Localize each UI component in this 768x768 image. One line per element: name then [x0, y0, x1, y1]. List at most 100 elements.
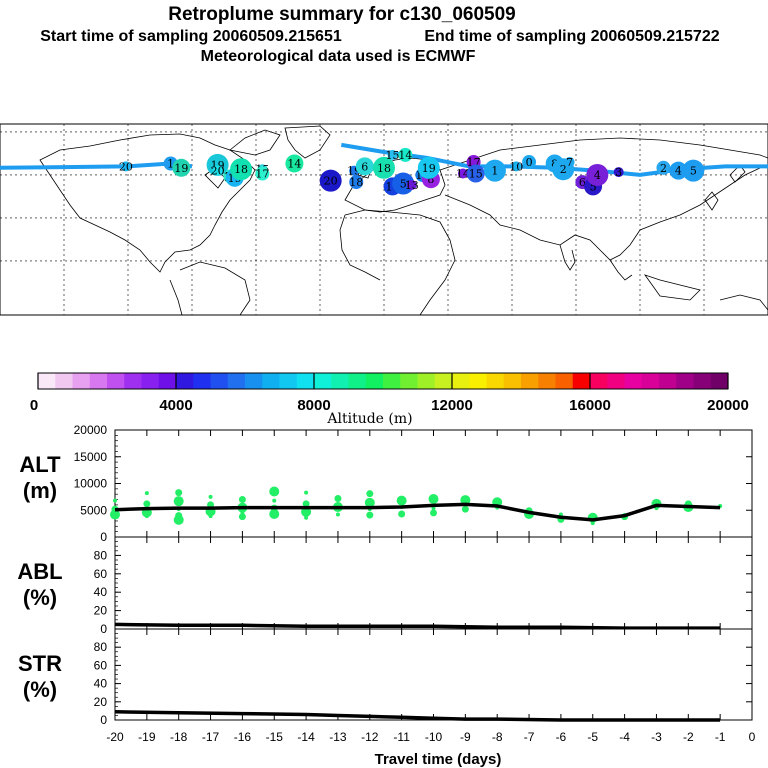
colorbar-swatch [434, 373, 453, 389]
panel-ylabel-unit: (%) [23, 585, 57, 610]
plume-point [387, 149, 398, 160]
plume-point [206, 153, 229, 176]
plume-point [511, 161, 522, 172]
x-tick-label: -19 [138, 730, 156, 744]
plume-point-label: 5 [590, 180, 597, 193]
altitude-point [304, 490, 309, 495]
plume-point-label: 3 [615, 166, 622, 179]
chart-title: Retroplume summary for c130_060509 [168, 4, 515, 25]
plume-point-label: 8 [427, 173, 434, 186]
altitude-point [208, 494, 213, 499]
plume-point [230, 158, 253, 181]
y-tick-label: 60 [94, 567, 108, 581]
altitude-point [460, 495, 471, 506]
x-tick-label: -2 [683, 730, 694, 744]
colorbar-swatch [555, 373, 574, 389]
plume-point-label: 14 [287, 157, 301, 170]
x-tick-label: -15 [266, 730, 284, 744]
altitude-point [238, 496, 246, 504]
altitude-point [366, 511, 374, 519]
altitude-point [590, 521, 595, 526]
plume-point-label: 2 [560, 163, 567, 176]
panel-alt: 0 5000 10000 15000 20000 ALT(m) [19, 423, 753, 544]
altitude-point [144, 491, 149, 496]
x-tick-label: -18 [170, 730, 188, 744]
plume-point [613, 167, 624, 178]
colorbar-swatch [590, 373, 608, 389]
plume-point [457, 168, 468, 179]
plume-point-label: 18 [349, 176, 363, 189]
plume-point-label: 5 [690, 165, 697, 178]
x-tick-label: -3 [651, 730, 662, 744]
panel-abl: 0 20 40 60 80 ABL(%) [17, 536, 753, 636]
plume-point-label: 17 [255, 168, 269, 181]
plume-point-label: 1 [167, 157, 174, 170]
colorbar-swatch [89, 373, 108, 389]
x-tick-label: -16 [234, 730, 252, 744]
y-tick-label: 0 [100, 530, 107, 544]
colorbar-swatch [624, 373, 643, 389]
x-tick-label: 0 [749, 730, 756, 744]
plume-point-label: 18 [234, 163, 248, 176]
timeseries-panels: 05000100001500020000ALT(m)020406080ABL(%… [17, 423, 755, 768]
plume-point [398, 147, 413, 162]
plume-point-label: 14 [456, 168, 470, 181]
y-tick-label: 60 [94, 658, 108, 672]
altitude-point [335, 512, 340, 517]
plume-point [285, 154, 304, 173]
altitude-point [144, 514, 149, 519]
plume-point [406, 179, 417, 190]
colorbar-swatch [486, 373, 505, 389]
y-tick-label: 80 [94, 640, 108, 654]
panel-ylabel: ALT [19, 452, 61, 477]
altitude-point [366, 490, 374, 498]
colorbar-swatch [641, 373, 660, 389]
plume-point [319, 169, 342, 192]
panel-ylabel: ABL [17, 559, 62, 584]
altitude-point [430, 509, 437, 517]
y-tick-label: 20 [94, 604, 108, 618]
colorbar-swatch [693, 373, 712, 389]
plume-point [120, 161, 131, 172]
colorbar-swatch [521, 373, 539, 389]
colorbar-tick-label: 4000 [159, 397, 192, 414]
colorbar-swatch [659, 373, 677, 389]
plume-point-label: 6 [361, 160, 368, 173]
colorbar-swatch [72, 373, 91, 389]
altitude-point [143, 500, 151, 508]
x-tick-label: -1 [715, 730, 726, 744]
plume-point-label: 0 [526, 156, 533, 169]
colorbar-swatch [348, 373, 367, 389]
colorbar-swatch [193, 373, 211, 389]
colorbar-swatch [365, 373, 384, 389]
plume-point-label: 2 [660, 162, 667, 175]
altitude-point [173, 496, 184, 507]
plume-point-label: 5 [400, 178, 407, 191]
colorbar-swatch [503, 373, 522, 389]
altitude-point [396, 495, 407, 506]
colorbar-swatch [572, 373, 591, 389]
altitude-point [269, 486, 280, 497]
plume-point-label: 4 [675, 165, 682, 178]
colorbar-swatch [55, 373, 73, 389]
colorbar-swatch [124, 373, 142, 389]
plume-point [392, 172, 415, 195]
plume-point-label: 18 [377, 162, 391, 175]
y-tick-label: 40 [94, 677, 108, 691]
colorbar-tick-label: 0 [30, 397, 38, 414]
plume-point [669, 161, 688, 180]
plume-point-label: 7 [566, 156, 573, 169]
plume-point [417, 156, 440, 179]
plume-point [656, 160, 671, 175]
colorbar-swatch [314, 373, 332, 389]
colorbar-swatch [38, 373, 56, 389]
plume-point [586, 163, 609, 186]
altitude-point [364, 497, 375, 508]
colorbar-swatch [210, 373, 229, 389]
colorbar-swatch [400, 373, 418, 389]
x-tick-label: -9 [460, 730, 471, 744]
plume-point [564, 157, 575, 168]
series-line [114, 622, 721, 630]
